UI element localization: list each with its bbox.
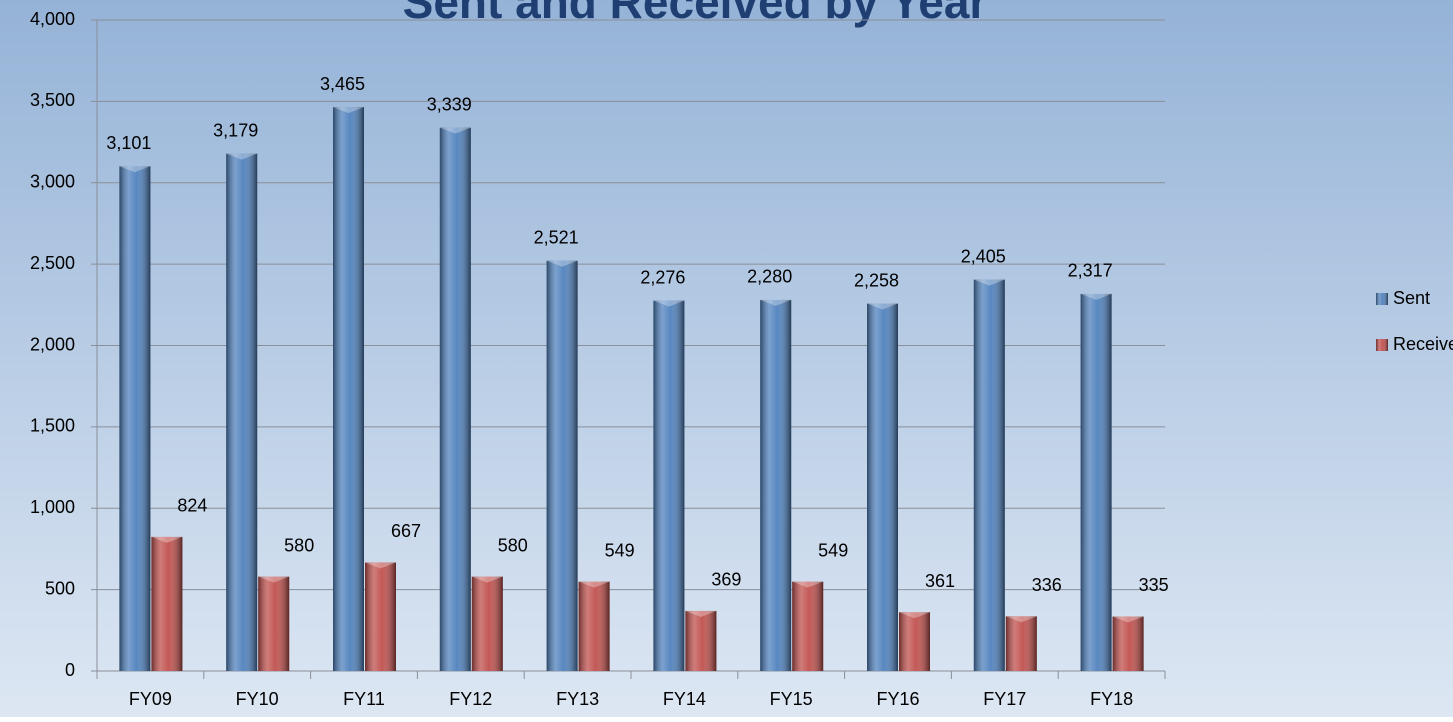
bar-shade bbox=[760, 299, 792, 671]
bar-shade bbox=[1112, 616, 1144, 671]
y-tick-label: 4,000 bbox=[30, 9, 75, 29]
data-label: 2,405 bbox=[961, 246, 1006, 266]
data-label: 549 bbox=[818, 540, 848, 560]
data-label: 3,465 bbox=[320, 74, 365, 94]
x-tick-label: FY12 bbox=[449, 689, 492, 709]
legend-swatch-shade bbox=[1376, 293, 1388, 305]
y-tick-label: 3,500 bbox=[30, 90, 75, 110]
data-label: 2,280 bbox=[747, 267, 792, 287]
bar-shade bbox=[685, 610, 717, 671]
bar-cap bbox=[685, 610, 717, 617]
data-label: 361 bbox=[925, 571, 955, 591]
bar-cap bbox=[578, 581, 610, 588]
data-label: 2,521 bbox=[534, 227, 579, 247]
data-label: 667 bbox=[391, 521, 421, 541]
data-label: 580 bbox=[498, 535, 528, 555]
bar-shade bbox=[1005, 616, 1037, 671]
bar-cap bbox=[119, 166, 151, 173]
bar-cap bbox=[471, 576, 503, 583]
bar-shade bbox=[226, 153, 258, 672]
bar-cap bbox=[867, 303, 898, 310]
y-tick-label: 2,500 bbox=[30, 253, 75, 273]
x-tick-label: FY10 bbox=[236, 689, 279, 709]
bar-cap bbox=[760, 299, 792, 306]
data-label: 336 bbox=[1032, 575, 1062, 595]
bar-shade bbox=[792, 581, 824, 671]
x-tick-label: FY11 bbox=[343, 689, 385, 709]
x-tick-label: FY15 bbox=[770, 689, 813, 709]
bar-cap bbox=[258, 576, 290, 583]
bar-cap bbox=[653, 300, 685, 307]
data-label: 580 bbox=[284, 535, 314, 555]
x-tick-label: FY18 bbox=[1090, 689, 1133, 709]
bar-shade bbox=[1080, 293, 1112, 671]
data-label: 2,317 bbox=[1068, 261, 1113, 281]
bar-shade bbox=[899, 612, 930, 671]
bar-cap bbox=[792, 581, 824, 588]
bar-shade bbox=[973, 279, 1005, 671]
bar-shade bbox=[258, 576, 290, 671]
x-tick-label: FY13 bbox=[556, 689, 599, 709]
bar-shade bbox=[867, 303, 898, 671]
data-label: 335 bbox=[1139, 575, 1169, 595]
bar-cap bbox=[365, 562, 396, 569]
y-tick-label: 3,000 bbox=[30, 172, 75, 192]
data-label: 2,276 bbox=[640, 267, 685, 287]
bar-cap bbox=[333, 107, 364, 114]
x-tick-label: FY14 bbox=[663, 689, 706, 709]
legend-label: Received bbox=[1393, 334, 1453, 354]
y-tick-label: 1,000 bbox=[30, 497, 75, 517]
bar-shade bbox=[546, 260, 578, 671]
y-tick-label: 500 bbox=[45, 578, 75, 598]
bar-cap bbox=[1005, 616, 1037, 623]
bar-shade bbox=[439, 127, 471, 671]
bar-cap bbox=[1112, 616, 1144, 623]
data-label: 549 bbox=[605, 540, 635, 560]
bar-shade bbox=[119, 166, 151, 671]
legend-swatch-shade bbox=[1376, 339, 1388, 351]
bar-shade bbox=[471, 576, 503, 671]
data-label: 3,101 bbox=[106, 133, 151, 153]
bar-shade bbox=[333, 107, 364, 672]
x-tick-label: FY16 bbox=[876, 689, 919, 709]
bar-shade bbox=[578, 581, 610, 671]
data-label: 2,258 bbox=[854, 270, 899, 290]
y-tick-label: 2,000 bbox=[30, 334, 75, 354]
x-tick-label: FY09 bbox=[129, 689, 172, 709]
bar-shade bbox=[151, 536, 183, 671]
bar-cap bbox=[439, 127, 471, 134]
bar-cap bbox=[1080, 293, 1112, 300]
bar-cap bbox=[899, 612, 930, 619]
bar-cap bbox=[546, 260, 578, 267]
bar-cap bbox=[226, 153, 258, 160]
data-label: 3,179 bbox=[213, 120, 258, 140]
legend-label: Sent bbox=[1393, 288, 1430, 308]
bar-cap bbox=[151, 536, 183, 543]
y-tick-label: 0 bbox=[65, 660, 75, 680]
data-label: 369 bbox=[711, 570, 741, 590]
y-tick-label: 1,500 bbox=[30, 416, 75, 436]
x-tick-label: FY17 bbox=[983, 689, 1026, 709]
data-label: 824 bbox=[177, 496, 207, 516]
data-label: 3,339 bbox=[427, 94, 472, 114]
bar-cap bbox=[973, 279, 1005, 286]
bar-shade bbox=[653, 300, 685, 671]
chart-title: Sent and Received by Year bbox=[403, 0, 988, 28]
bar-shade bbox=[365, 562, 396, 671]
